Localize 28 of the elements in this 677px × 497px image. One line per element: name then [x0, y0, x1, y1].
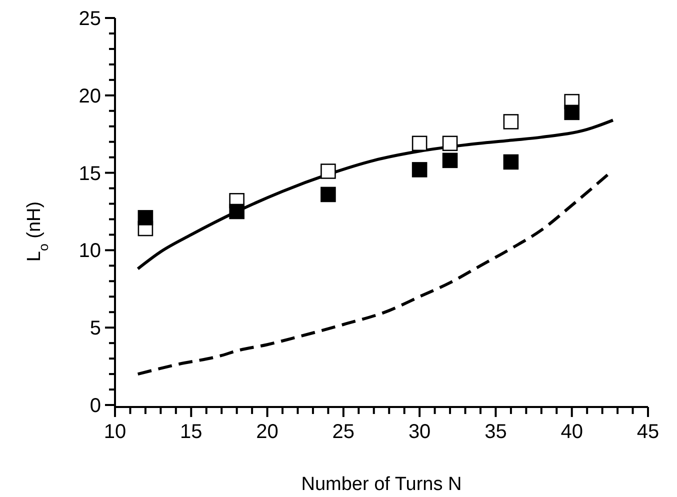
- x-tick-label: 40: [560, 421, 583, 443]
- point: [503, 114, 519, 130]
- point: [412, 162, 428, 178]
- x-tick-label: 20: [256, 421, 278, 443]
- point: [564, 104, 580, 120]
- y-tick-label: 10: [78, 240, 101, 262]
- x-tick-label: 45: [636, 421, 660, 443]
- x-tick-label: 25: [332, 421, 355, 443]
- point: [442, 136, 458, 152]
- y-tick-label: 15: [78, 162, 101, 185]
- point: [138, 210, 154, 226]
- point: [412, 136, 428, 152]
- y-tick-label: 20: [78, 85, 101, 108]
- x-tick-label: 10: [104, 421, 126, 443]
- line-series: [136, 118, 614, 270]
- x-tick-label: 30: [408, 421, 431, 443]
- point: [442, 152, 458, 168]
- x-tick-label: 35: [484, 421, 507, 443]
- point: [320, 164, 336, 179]
- y-tick-label: 0: [90, 395, 101, 417]
- x-axis-title: Number of Turns N: [301, 474, 462, 495]
- y-tick-label: 25: [78, 8, 101, 30]
- y-tick-label: 5: [90, 318, 101, 340]
- point: [229, 204, 244, 220]
- x-tick-label: 15: [180, 421, 202, 443]
- point: [503, 154, 519, 170]
- line-series: [136, 171, 612, 376]
- point: [320, 186, 336, 202]
